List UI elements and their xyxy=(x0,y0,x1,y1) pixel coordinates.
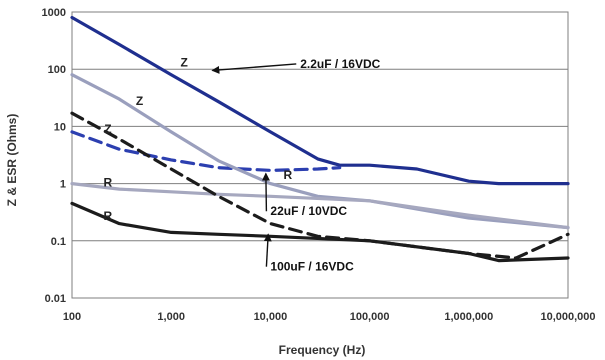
tick-layer: 0.01 0.1 1 10 100 1000 100 1,000 10,000 100,000 1,… xyxy=(42,7,596,323)
curve-label: Z xyxy=(136,94,143,108)
series-line xyxy=(70,111,570,260)
plot-frame xyxy=(71,11,569,299)
series-line xyxy=(70,182,570,230)
callout-arrow xyxy=(263,233,272,267)
curve-label: R xyxy=(104,209,113,223)
series-line xyxy=(70,130,342,172)
y-tick-label: 100 xyxy=(48,64,66,76)
callout-label: 2.2uF / 16VDC xyxy=(300,57,380,71)
curve-label-layer: Z Z Z R R R xyxy=(104,56,293,223)
grid-layer xyxy=(71,11,569,299)
x-tick-label: 10,000,000 xyxy=(540,311,595,323)
x-tick-label: 1,000 xyxy=(157,311,185,323)
callout-label: 100uF / 16VDC xyxy=(270,260,354,274)
series-line xyxy=(70,73,570,230)
callout-arrow xyxy=(261,172,270,212)
y-tick-label: 1000 xyxy=(42,7,66,19)
x-tick-label: 100,000 xyxy=(350,311,390,323)
curve-label: Z xyxy=(104,122,111,136)
x-tick-label: 10,000 xyxy=(254,311,288,323)
y-tick-label: 0.01 xyxy=(45,293,66,305)
curve-label: R xyxy=(104,175,113,189)
annotation-layer: 2.2uF / 16VDC 22uF / 10VDC 100uF / 16VDC xyxy=(211,57,381,274)
x-tick-label: 100 xyxy=(63,311,81,323)
series-line xyxy=(70,15,570,186)
curve-label: R xyxy=(284,168,293,182)
callout-arrow xyxy=(211,63,297,74)
y-tick-label: 0.1 xyxy=(51,236,66,248)
x-tick-label: 1,000,000 xyxy=(444,311,493,323)
y-axis-title: Z & ESR (Ohms) xyxy=(5,114,19,207)
y-tick-label: 10 xyxy=(54,121,66,133)
curve-label: Z xyxy=(180,56,187,70)
callout-label: 22uF / 10VDC xyxy=(270,204,347,218)
x-axis-title: Frequency (Hz) xyxy=(279,343,366,357)
y-tick-label: 1 xyxy=(60,179,66,191)
